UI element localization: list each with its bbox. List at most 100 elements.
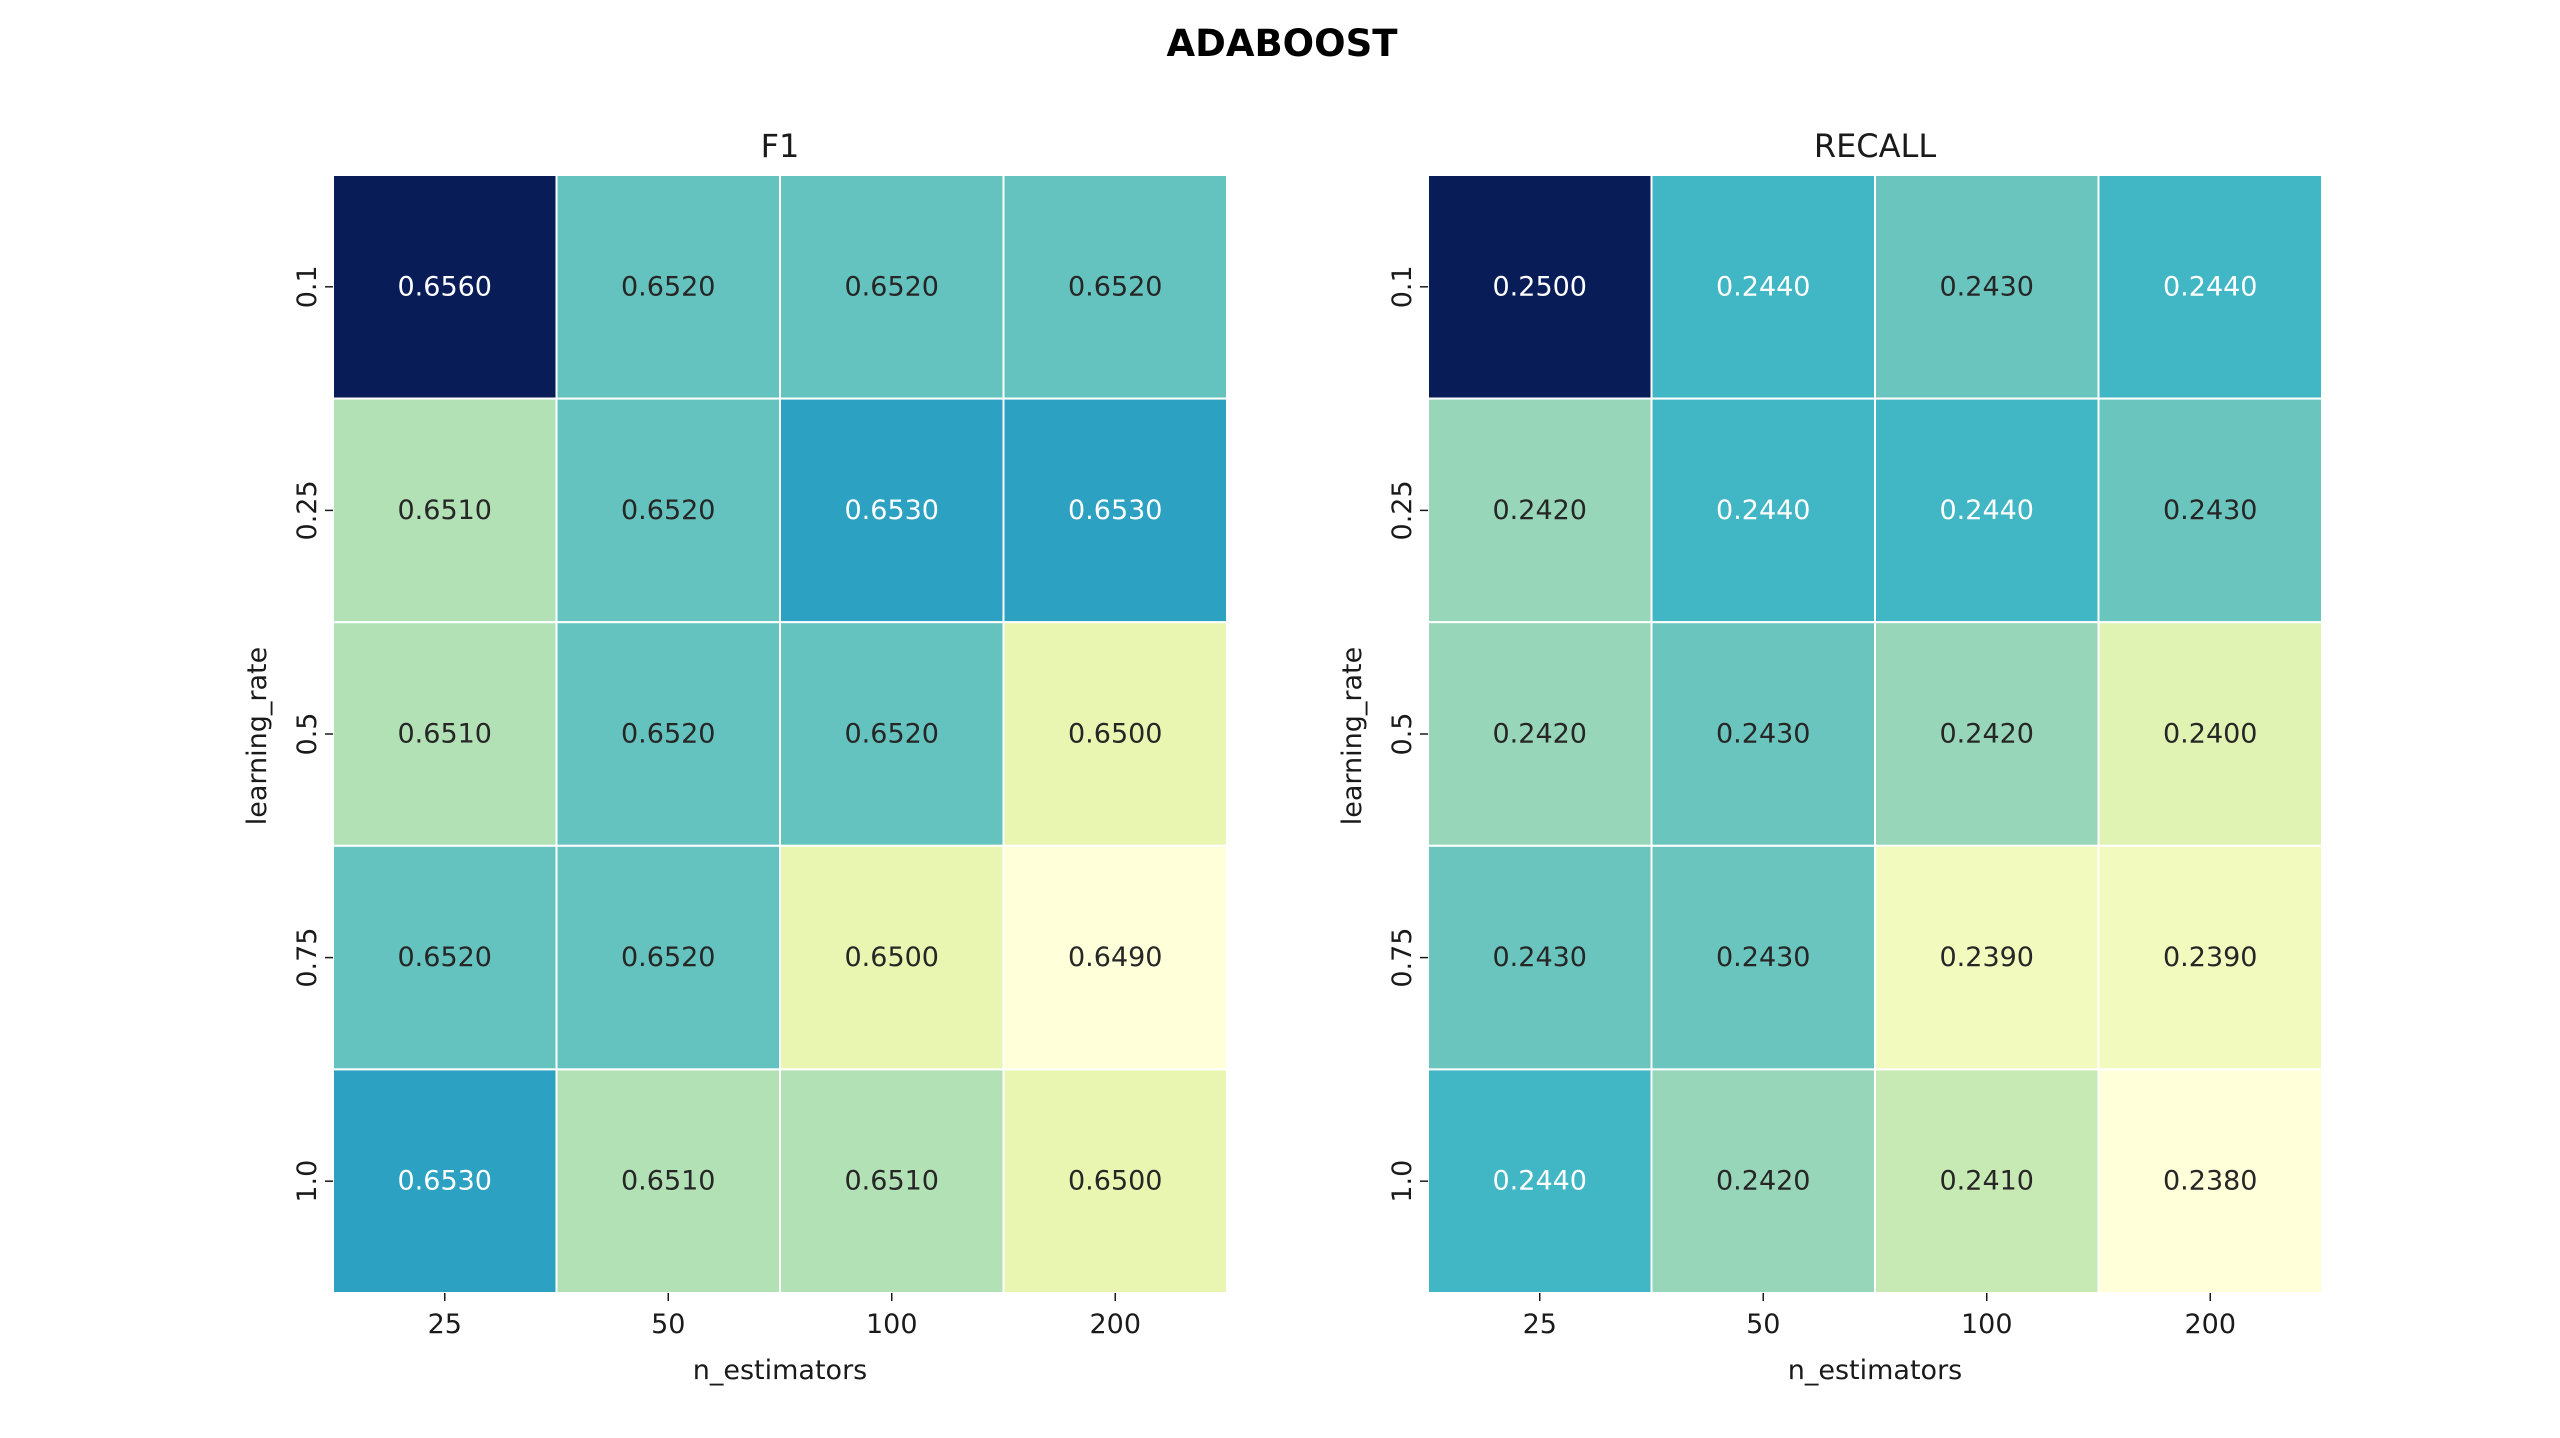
cell-value-label: 0.2430: [1716, 719, 1810, 750]
y-tick-label: 1.0: [292, 1160, 323, 1203]
cell-value-label: 0.6520: [1068, 271, 1162, 302]
heatmap-cell: [1427, 397, 1653, 624]
heatmap-cell: [1874, 397, 2100, 624]
heatmap-cell: [1002, 174, 1228, 400]
x-axis-ticks: 25 50 100 200: [1523, 1293, 2236, 1340]
y-tick-label: 0.1: [292, 265, 323, 308]
y-tick-label: 0.25: [1387, 480, 1418, 540]
cell-value-label: 0.2430: [1493, 942, 1587, 973]
cell-value-label: 0.6520: [845, 271, 939, 302]
y-axis-ticks: 0.1 0.25 0.5 0.75 1.0: [292, 265, 333, 1203]
heatmap-cell: [1650, 621, 1876, 847]
panel-title-recall: RECALL: [1814, 127, 1937, 165]
x-tick-label: 50: [1746, 1309, 1780, 1340]
heatmap-cell: [1427, 174, 1653, 400]
cell-value-label: 0.6510: [398, 719, 492, 750]
heatmap-cell: [1427, 844, 1653, 1071]
x-tick-label: 50: [651, 1309, 685, 1340]
heatmap-cell: [332, 174, 558, 400]
y-tick-label: 0.75: [1387, 928, 1418, 988]
cell-value-label: 0.2400: [2163, 719, 2257, 750]
y-axis-label: learning_rate: [1337, 647, 1368, 826]
cell-value-label: 0.2440: [1716, 271, 1810, 302]
heatmap-cell: [2097, 844, 2323, 1071]
heatmap-cell: [332, 1068, 558, 1295]
cell-value-label: 0.2430: [2163, 495, 2257, 526]
heatmap-cell: [555, 174, 781, 400]
x-tick-label: 200: [1089, 1309, 1141, 1340]
heatmap-cell: [2097, 621, 2323, 847]
y-tick-label: 1.0: [1387, 1160, 1418, 1203]
cell-value-label: 0.6520: [621, 271, 715, 302]
cell-value-label: 0.2440: [1940, 495, 2034, 526]
y-tick-label: 0.25: [292, 480, 323, 540]
heatmap-cell: [1002, 844, 1228, 1071]
heatmap-cell: [1874, 174, 2100, 400]
cell-value-label: 0.6490: [1068, 942, 1162, 973]
x-axis-label: n_estimators: [693, 1355, 868, 1386]
heatmap-cell: [332, 397, 558, 624]
heatmap-cell: [779, 844, 1005, 1071]
x-tick-label: 25: [428, 1309, 462, 1340]
heatmap-cell: [555, 621, 781, 847]
heatmap-cell: [779, 174, 1005, 400]
cell-value-label: 0.2500: [1493, 271, 1587, 302]
x-axis-label: n_estimators: [1788, 1355, 1963, 1386]
cell-value-label: 0.6560: [398, 271, 492, 302]
heatmap-cell: [1874, 621, 2100, 847]
cell-value-label: 0.6510: [398, 495, 492, 526]
cell-value-label: 0.6520: [845, 719, 939, 750]
heatmap-cell: [555, 1068, 781, 1295]
cell-value-label: 0.2430: [1716, 942, 1810, 973]
heatmap-cell: [1002, 397, 1228, 624]
heatmap-cell: [1650, 844, 1876, 1071]
cell-value-label: 0.2390: [2163, 942, 2257, 973]
cell-value-label: 0.6520: [621, 495, 715, 526]
heatmap-cells: 0.6560 0.6520 0.6520 0.6520 0.6510 0.6520 0.65…: [332, 174, 1228, 1295]
y-tick-label: 0.5: [292, 713, 323, 756]
y-axis-ticks: 0.1 0.25 0.5 0.75 1.0: [1387, 265, 1428, 1203]
cell-value-label: 0.6520: [398, 942, 492, 973]
cell-value-label: 0.6500: [845, 942, 939, 973]
heatmap-cell: [1002, 621, 1228, 847]
heatmap-cell: [1650, 174, 1876, 400]
cell-value-label: 0.2390: [1940, 942, 2034, 973]
y-tick-label: 0.75: [292, 928, 323, 988]
heatmap-cell: [1002, 1068, 1228, 1295]
heatmap-cell: [1874, 844, 2100, 1071]
y-tick-label: 0.5: [1387, 713, 1418, 756]
cell-value-label: 0.6530: [1068, 495, 1162, 526]
cell-value-label: 0.2420: [1493, 495, 1587, 526]
figure-title: ADABOOST: [1167, 22, 1399, 65]
heatmap-cell: [1650, 397, 1876, 624]
cell-value-label: 0.6520: [621, 942, 715, 973]
heatmap-cell: [779, 1068, 1005, 1295]
cell-value-label: 0.6530: [398, 1166, 492, 1197]
cell-value-label: 0.2420: [1493, 719, 1587, 750]
cell-value-label: 0.2420: [1940, 719, 2034, 750]
y-tick-label: 0.1: [1387, 265, 1418, 308]
cell-value-label: 0.6500: [1068, 719, 1162, 750]
x-tick-label: 100: [1961, 1309, 2013, 1340]
cell-value-label: 0.2430: [1940, 271, 2034, 302]
panel-title-f1: F1: [761, 127, 800, 165]
cell-value-label: 0.2420: [1716, 1166, 1810, 1197]
cell-value-label: 0.6500: [1068, 1166, 1162, 1197]
cell-value-label: 0.6510: [845, 1166, 939, 1197]
cell-value-label: 0.2440: [1716, 495, 1810, 526]
x-axis-ticks: 25 50 100 200: [428, 1293, 1141, 1340]
cell-value-label: 0.6510: [621, 1166, 715, 1197]
heatmap-cell: [555, 844, 781, 1071]
cell-value-label: 0.6530: [845, 495, 939, 526]
x-tick-label: 100: [866, 1309, 918, 1340]
x-tick-label: 25: [1523, 1309, 1557, 1340]
y-axis-label: learning_rate: [242, 647, 273, 826]
cell-value-label: 0.2440: [1493, 1166, 1587, 1197]
heatmap-cell: [2097, 174, 2323, 400]
cell-value-label: 0.2440: [2163, 271, 2257, 302]
cell-value-label: 0.6520: [621, 719, 715, 750]
heatmap-cells: 0.2500 0.2440 0.2430 0.2440 0.2420 0.2440 0.24…: [1427, 174, 2323, 1295]
cell-value-label: 0.2410: [1940, 1166, 2034, 1197]
